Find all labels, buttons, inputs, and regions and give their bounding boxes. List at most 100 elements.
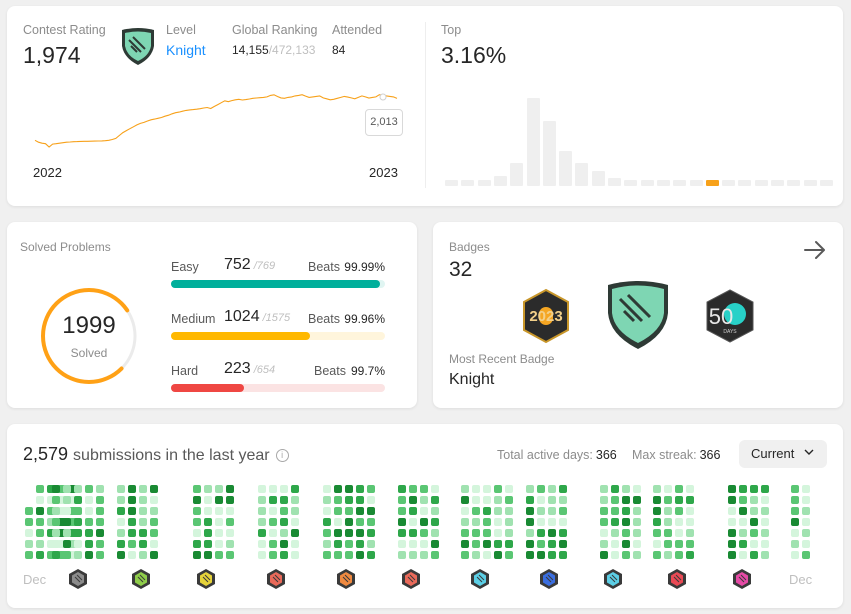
heatmap-cell[interactable] (96, 529, 104, 537)
heatmap-cell[interactable] (398, 507, 406, 515)
heatmap-cell[interactable] (600, 507, 608, 515)
heatmap-cell[interactable] (280, 496, 288, 504)
heatmap-cell[interactable] (356, 485, 364, 493)
heatmap-cell[interactable] (356, 518, 364, 526)
heatmap-cell[interactable] (334, 529, 342, 537)
heatmap-cell[interactable] (85, 540, 93, 548)
heatmap-cell[interactable] (664, 518, 672, 526)
heatmap-cell[interactable] (117, 540, 125, 548)
heatmap-cell[interactable] (431, 551, 439, 559)
heatmap-cell[interactable] (802, 507, 810, 515)
heatmap-cell[interactable] (802, 518, 810, 526)
heatmap-cell[interactable] (483, 551, 491, 559)
heatmap-cell[interactable] (537, 507, 545, 515)
heatmap-cell[interactable] (728, 529, 736, 537)
heatmap-cell[interactable] (47, 496, 55, 504)
heatmap-cell[interactable] (537, 540, 545, 548)
heatmap-cell[interactable] (653, 485, 661, 493)
heatmap-cell[interactable] (739, 485, 747, 493)
heatmap-cell[interactable] (653, 529, 661, 537)
heatmap-cell[interactable] (505, 496, 513, 504)
heatmap-cell[interactable] (117, 518, 125, 526)
heatmap-cell[interactable] (750, 496, 758, 504)
monthly-badge-icon[interactable] (732, 568, 752, 590)
heatmap-cell[interactable] (686, 551, 694, 559)
heatmap-cell[interactable] (431, 507, 439, 515)
monthly-badge-icon[interactable] (266, 568, 286, 590)
heatmap-cell[interactable] (367, 540, 375, 548)
heatmap-cell[interactable] (367, 551, 375, 559)
heatmap-cell[interactable] (472, 551, 480, 559)
heatmap-cell[interactable] (269, 518, 277, 526)
heatmap-cell[interactable] (526, 551, 534, 559)
heatmap-cell[interactable] (622, 518, 630, 526)
heatmap-cell[interactable] (74, 529, 82, 537)
histogram-bar[interactable] (591, 170, 605, 186)
heatmap-cell[interactable] (345, 485, 353, 493)
heatmap-cell[interactable] (675, 529, 683, 537)
annual-badge-2023-icon[interactable]: 2023 (520, 288, 572, 344)
heatmap-cell[interactable] (461, 540, 469, 548)
difficulty-hard[interactable]: Hard 223/654 Beats 99.7% (171, 360, 385, 392)
heatmap-cell[interactable] (420, 540, 428, 548)
monthly-badge-icon[interactable] (603, 568, 623, 590)
heatmap-cell[interactable] (739, 496, 747, 504)
heatmap-cell[interactable] (36, 507, 44, 515)
heatmap-cell[interactable] (323, 507, 331, 515)
heatmap-cell[interactable] (128, 507, 136, 515)
heatmap-cell[interactable] (791, 507, 799, 515)
heatmap-cell[interactable] (653, 496, 661, 504)
heatmap-cell[interactable] (611, 485, 619, 493)
heatmap-cell[interactable] (750, 518, 758, 526)
heatmap-cell[interactable] (85, 485, 93, 493)
heatmap-cell[interactable] (226, 529, 234, 537)
heatmap-cell[interactable] (472, 518, 480, 526)
heatmap-cell[interactable] (398, 485, 406, 493)
heatmap-cell[interactable] (472, 507, 480, 515)
heatmap-cell[interactable] (63, 485, 71, 493)
heatmap-cell[interactable] (739, 518, 747, 526)
heatmap-cell[interactable] (675, 551, 683, 559)
heatmap-cell[interactable] (367, 485, 375, 493)
heatmap-cell[interactable] (128, 551, 136, 559)
heatmap-cell[interactable] (728, 507, 736, 515)
heatmap-cell[interactable] (334, 507, 342, 515)
heatmap-cell[interactable] (431, 496, 439, 504)
heatmap-cell[interactable] (226, 507, 234, 515)
histogram-bar[interactable] (754, 180, 768, 186)
heatmap-cell[interactable] (150, 529, 158, 537)
heatmap-cell[interactable] (226, 496, 234, 504)
heatmap-cell[interactable] (791, 518, 799, 526)
heatmap-cell[interactable] (686, 540, 694, 548)
heatmap-cell[interactable] (63, 529, 71, 537)
heatmap-cell[interactable] (653, 518, 661, 526)
heatmap-cell[interactable] (633, 485, 641, 493)
heatmap-cell[interactable] (367, 507, 375, 515)
heatmap-cell[interactable] (58, 551, 66, 559)
solved-progress-ring[interactable] (39, 286, 139, 386)
heatmap-cell[interactable] (291, 529, 299, 537)
heatmap-cell[interactable] (139, 529, 147, 537)
heatmap-cell[interactable] (117, 507, 125, 515)
heatmap-cell[interactable] (280, 551, 288, 559)
histogram-bar[interactable] (526, 98, 540, 186)
heatmap-cell[interactable] (505, 551, 513, 559)
monthly-badge-icon[interactable] (539, 568, 559, 590)
heatmap-cell[interactable] (761, 507, 769, 515)
heatmap-cell[interactable] (367, 518, 375, 526)
heatmap-cell[interactable] (739, 507, 747, 515)
heatmap-cell[interactable] (334, 518, 342, 526)
heatmap-cell[interactable] (291, 485, 299, 493)
heatmap-cell[interactable] (420, 529, 428, 537)
heatmap-cell[interactable] (69, 496, 77, 504)
heatmap-cell[interactable] (420, 507, 428, 515)
heatmap-cell[interactable] (526, 529, 534, 537)
heatmap-cell[interactable] (686, 529, 694, 537)
heatmap-cell[interactable] (356, 551, 364, 559)
heatmap-cell[interactable] (559, 496, 567, 504)
heatmap-cell[interactable] (69, 540, 77, 548)
heatmap-cell[interactable] (537, 551, 545, 559)
heatmap-cell[interactable] (420, 485, 428, 493)
heatmap-cell[interactable] (25, 507, 33, 515)
heatmap-cell[interactable] (420, 551, 428, 559)
